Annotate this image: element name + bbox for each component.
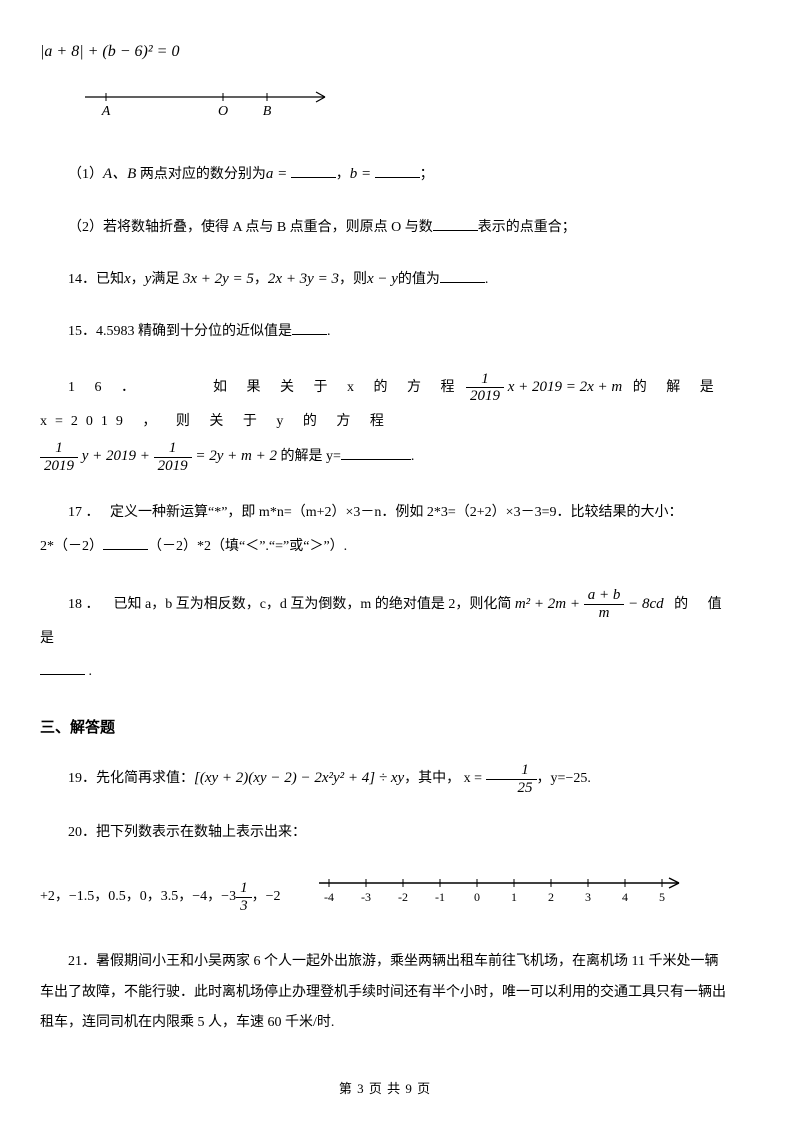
svg-text:-4: -4 xyxy=(324,890,334,904)
q14-x: x xyxy=(124,271,131,287)
q16-t3: 的解是 y= xyxy=(281,449,341,464)
q17: 17 ． 定义一种新运算“*”，即 m*n=（m+2）×3－n．例如 2*3=（… xyxy=(40,496,730,563)
svg-text:O: O xyxy=(218,104,228,119)
q20-vb: ，−2 xyxy=(252,889,281,904)
q16-e2b: = 2y + m + 2 xyxy=(192,448,277,464)
q16-e2a: y + 2019 + xyxy=(78,448,154,464)
q-part1-prefix: （1） xyxy=(68,167,103,182)
q14-t2: 满足 xyxy=(151,272,179,287)
svg-text:4: 4 xyxy=(622,890,628,904)
blank xyxy=(291,163,336,178)
svg-text:-3: -3 xyxy=(361,890,371,904)
q18-suf: . xyxy=(89,664,93,679)
q20-frac: 13 xyxy=(236,880,252,914)
q16-frac1: 12019 xyxy=(466,371,504,405)
q14-expr: x − y xyxy=(367,271,398,287)
svg-text:B: B xyxy=(263,104,272,119)
q21-text: 暑假期间小王和小吴两家 6 个人一起外出旅游，乘坐两辆出租车前往飞机场，在离机场… xyxy=(40,954,726,1031)
q21-num: 21． xyxy=(68,954,96,969)
q19-t1: 先化简再求值： xyxy=(96,771,194,786)
number-line-diagram-1: A O B xyxy=(80,82,730,129)
q14-t3: ，则 xyxy=(339,272,367,287)
q-part1-aeq: a = xyxy=(266,166,287,182)
q18-frac: a + bm xyxy=(584,587,625,621)
q16-suf: . xyxy=(411,449,415,464)
q14-c: ， xyxy=(131,272,145,287)
q17-l2b: （－2）*2（填“＜”.“=”或“＞”）. xyxy=(148,539,347,554)
q20-values: +2，−1.5，0.5，0，3.5，−4，−313，−2 -4 -3 -2 -1… xyxy=(40,869,730,924)
numberline1-svg: A O B xyxy=(80,82,340,122)
q17-num: 17 ． xyxy=(40,505,100,520)
q20-num: 20． xyxy=(68,825,96,840)
q20-text: 把下列数表示在数轴上表示出来： xyxy=(96,825,306,840)
q19-t2: ，其中， x = xyxy=(404,771,485,786)
q20: 20．把下列数表示在数轴上表示出来： xyxy=(40,818,730,847)
q19-t3: ，y=−25. xyxy=(537,771,591,786)
top-equation: |a + 8| + (b − 6)² = 0 xyxy=(40,40,730,64)
q19-frac: 125 xyxy=(486,762,537,796)
q-part1-sep: ， xyxy=(336,167,350,182)
q17-t1: 定义一种新运算“*”，即 m*n=（m+2）×3－n．例如 2*3=（2+2）×… xyxy=(107,505,683,520)
q-part1-beq: b = xyxy=(350,166,371,182)
blank xyxy=(292,320,327,335)
q14-sep: ， xyxy=(254,272,268,287)
q16-expr1: x + 2019 = 2x + m xyxy=(504,379,622,395)
q-part2-suffix: 表示的点重合； xyxy=(478,220,576,235)
svg-text:-1: -1 xyxy=(435,890,445,904)
numberline2-svg: -4 -3 -2 -1 0 1 2 3 4 5 xyxy=(309,869,689,909)
q-part2: （2）若将数轴折叠，使得 A 点与 B 点重合，则原点 O 与数 表示的点重合； xyxy=(40,213,730,242)
svg-text:3: 3 xyxy=(585,890,591,904)
q16: 1 6 ． 如 果 关 于 x 的 方 程 12019 x + 2019 = 2… xyxy=(40,369,730,475)
number-line-diagram-2: -4 -3 -2 -1 0 1 2 3 4 5 xyxy=(309,869,689,924)
q-part1-ab: A、B xyxy=(103,166,136,182)
blank xyxy=(433,216,478,231)
svg-text:-2: -2 xyxy=(398,890,408,904)
q18: 18 ． 已知 a，b 互为相反数，c，d 互为倒数，m 的绝对值是 2，则化简… xyxy=(40,586,730,689)
q15-suf: . xyxy=(327,324,331,339)
q14-num: 14． xyxy=(68,272,96,287)
q16-frac2: 12019 xyxy=(40,440,78,474)
page-footer: 第 3 页 共 9 页 xyxy=(40,1079,730,1099)
blank xyxy=(375,163,420,178)
q14-t1: 已知 xyxy=(96,272,124,287)
blank xyxy=(440,268,485,283)
q15: 15．4.5983 精确到十分位的近似值是. xyxy=(40,317,730,346)
q14-t4: 的值为 xyxy=(398,272,440,287)
q16-t1: 如 果 关 于 x 的 方 程 xyxy=(213,380,463,395)
section-3-title: 三、解答题 xyxy=(40,717,730,740)
q19: 19．先化简再求值：[(xy + 2)(xy − 2) − 2x²y² + 4]… xyxy=(40,761,730,796)
blank xyxy=(103,535,148,550)
q14-eq1: 3x + 2y = 5 xyxy=(183,271,254,287)
q18-er: − 8cd xyxy=(624,596,663,612)
svg-text:A: A xyxy=(101,104,111,119)
q14: 14．已知x，y满足 3x + 2y = 5，2x + 3y = 3，则x − … xyxy=(40,264,730,296)
q17-l2a: 2*（－2） xyxy=(40,539,103,554)
q16-num: 1 6 ． xyxy=(40,380,143,395)
svg-text:0: 0 xyxy=(474,890,480,904)
q18-t1: 已知 a，b 互为相反数，c，d 互为倒数，m 的绝对值是 2，则化简 xyxy=(114,597,512,612)
q-part2-text: 若将数轴折叠，使得 A 点与 B 点重合，则原点 O 与数 xyxy=(103,220,433,235)
q14-suf: . xyxy=(485,272,489,287)
q14-eq2: 2x + 3y = 3 xyxy=(268,271,339,287)
q20-va: +2，−1.5，0.5，0，3.5，−4，−3 xyxy=(40,889,236,904)
q15-num: 15． xyxy=(68,324,96,339)
q15-text: 4.5983 精确到十分位的近似值是 xyxy=(96,324,292,339)
q-part1: （1）A、B 两点对应的数分别为a = ，b = ； xyxy=(40,159,730,191)
svg-text:5: 5 xyxy=(659,890,665,904)
q16-frac3: 12019 xyxy=(154,440,192,474)
q-part1-text1: 两点对应的数分别为 xyxy=(136,167,266,182)
q-part1-suffix: ； xyxy=(420,167,434,182)
blank xyxy=(40,660,85,675)
q19-expr: [(xy + 2)(xy − 2) − 2x²y² + 4] ÷ xy xyxy=(194,770,404,786)
svg-text:2: 2 xyxy=(548,890,554,904)
q18-el: m² + 2m + xyxy=(515,596,584,612)
q18-num: 18 ． xyxy=(40,597,100,612)
blank xyxy=(341,445,411,460)
q21: 21．暑假期间小王和小吴两家 6 个人一起外出旅游，乘坐两辆出租车前往飞机场，在… xyxy=(40,947,730,1039)
q-part2-prefix: （2） xyxy=(68,220,103,235)
document-page: |a + 8| + (b − 6)² = 0 A O B （1）A、B 两点对应… xyxy=(0,0,800,1129)
svg-text:1: 1 xyxy=(511,890,517,904)
q19-num: 19． xyxy=(68,771,96,786)
